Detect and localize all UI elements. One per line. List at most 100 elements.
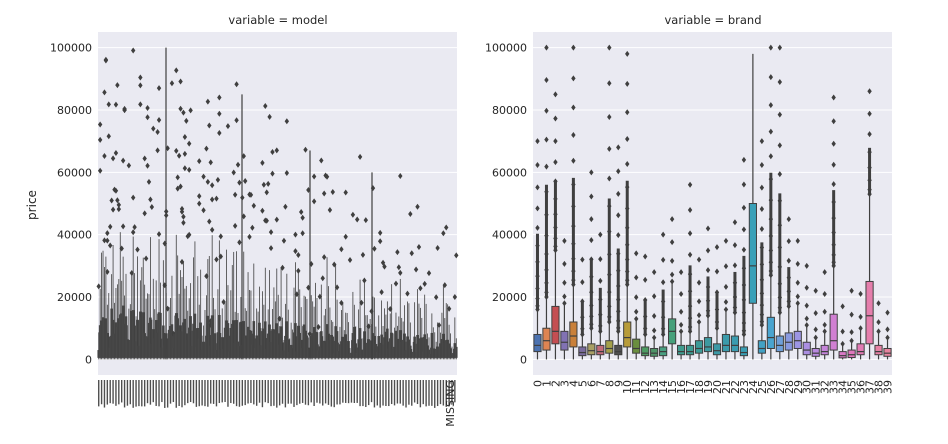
- box-model: [193, 241, 197, 360]
- box-model: [235, 161, 241, 360]
- box-model: [264, 189, 269, 360]
- flier: [876, 328, 881, 335]
- box-model: [265, 180, 271, 360]
- box-model: [261, 181, 267, 360]
- box-model: [360, 251, 366, 360]
- x-tick-label-brand-21: 21: [720, 380, 733, 394]
- box-model: [298, 289, 302, 360]
- flier: [759, 162, 765, 169]
- x-tick-label-brand-5: 5: [576, 380, 589, 387]
- y-tick-label-model-2: 40000: [57, 229, 92, 242]
- box-model: [379, 289, 384, 360]
- box-model: [140, 267, 144, 360]
- flier: [580, 256, 585, 263]
- flier: [544, 107, 549, 114]
- flier: [207, 122, 212, 129]
- flier: [181, 219, 186, 226]
- x-ticks-model: [98, 380, 456, 408]
- flier: [145, 114, 150, 121]
- box-body: [650, 347, 659, 357]
- flier: [562, 293, 567, 300]
- flier: [687, 230, 693, 237]
- box-brand-20: [712, 244, 722, 360]
- flier: [571, 75, 576, 82]
- flier: [382, 263, 387, 270]
- box-brand-22: [730, 219, 740, 360]
- flier: [155, 128, 160, 135]
- flier: [324, 173, 330, 180]
- box-brand-17: [685, 181, 695, 360]
- box-body: [757, 340, 766, 354]
- flier: [768, 153, 774, 160]
- box-model: [256, 311, 260, 360]
- box-model: [439, 332, 442, 360]
- flier: [732, 242, 738, 249]
- box-model: [173, 315, 177, 360]
- flier: [214, 195, 219, 202]
- flier: [138, 82, 143, 89]
- flier: [274, 216, 279, 223]
- box-model: [132, 224, 137, 360]
- flier: [840, 303, 845, 310]
- box-model: [143, 255, 149, 360]
- flier: [714, 244, 720, 251]
- flier: [102, 237, 107, 244]
- box-model: [440, 312, 444, 360]
- flier: [293, 231, 298, 238]
- box-model: [272, 287, 276, 360]
- box-model: [377, 315, 381, 360]
- box-model: [337, 342, 340, 360]
- flier: [723, 237, 729, 244]
- box-model: [184, 117, 189, 360]
- flier: [876, 300, 881, 307]
- box-brand-0: [533, 138, 542, 360]
- flier: [822, 308, 827, 315]
- box-model: [280, 264, 285, 360]
- flier: [234, 81, 239, 88]
- box-model: [209, 182, 215, 360]
- box-model: [372, 245, 377, 360]
- box-model: [142, 155, 147, 360]
- x-tick-label-brand-6: 6: [585, 380, 598, 387]
- flier: [858, 290, 863, 297]
- box-model: [148, 196, 153, 360]
- box-body: [838, 351, 847, 359]
- box-model: [251, 202, 257, 360]
- x-tick-label-brand-35: 35: [846, 380, 859, 394]
- flier: [625, 50, 630, 57]
- flier: [446, 305, 452, 312]
- box-model: [409, 250, 414, 360]
- box-model: [192, 257, 195, 360]
- box-model: [429, 347, 432, 360]
- flier: [562, 300, 567, 307]
- box-model: [207, 122, 212, 360]
- flier: [885, 309, 890, 316]
- flier: [350, 211, 356, 218]
- flier: [696, 312, 702, 319]
- box-model: [436, 322, 442, 360]
- fliers: [660, 231, 666, 338]
- box-brand-39: [883, 309, 892, 360]
- fliers: [723, 237, 729, 313]
- flier: [553, 91, 558, 98]
- flier: [442, 282, 447, 289]
- flier: [544, 44, 549, 51]
- box-model: [298, 209, 304, 360]
- flier: [201, 207, 206, 214]
- x-tick-label-last: MISSING: [444, 380, 457, 427]
- flier: [217, 110, 222, 117]
- box-body: [605, 340, 614, 354]
- box-brand-26: [766, 44, 775, 360]
- flier: [687, 181, 693, 188]
- box-model: [204, 145, 209, 360]
- flier: [264, 189, 269, 196]
- y-tick-label-brand-1: 20000: [492, 291, 527, 304]
- flier: [768, 128, 774, 135]
- box-model: [241, 153, 246, 360]
- flier: [804, 284, 809, 291]
- flier: [303, 146, 308, 153]
- y-tick-label-brand-3: 60000: [492, 166, 527, 179]
- box-model: [341, 303, 345, 360]
- flier: [589, 169, 594, 176]
- fliers: [669, 216, 675, 285]
